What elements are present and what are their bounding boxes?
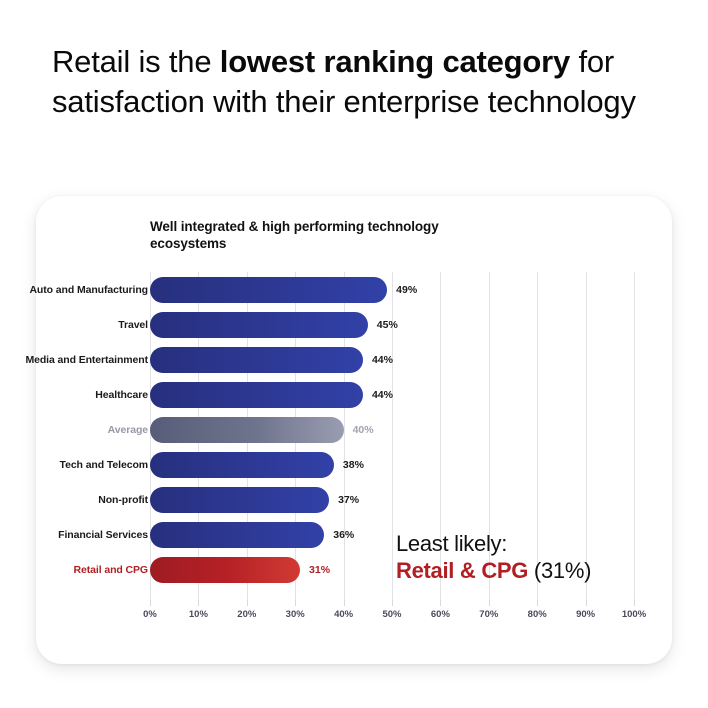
x-tick-mark	[150, 599, 151, 606]
category-label: Non-profit	[98, 493, 148, 506]
x-tick-label: 80%	[527, 609, 547, 620]
x-tick-label: 70%	[479, 609, 499, 620]
bar[interactable]	[150, 486, 330, 513]
chart-row: Media and Entertainment 44%	[25, 342, 672, 377]
gridline	[343, 272, 345, 599]
gridline	[634, 272, 635, 599]
x-tick-mark	[295, 599, 297, 606]
chart-row: Financial Services 36%	[36, 517, 672, 552]
chart-title: Well integrated & high performing techno…	[150, 219, 439, 251]
x-tick-label: 100%	[621, 609, 647, 620]
x-tick-mark	[634, 599, 635, 606]
x-tick-label: 30%	[285, 609, 305, 620]
x-tick-mark	[198, 599, 200, 606]
bar[interactable]	[150, 346, 363, 373]
x-tick-label: 20%	[237, 609, 257, 620]
chart-row: Healthcare 44%	[36, 377, 672, 412]
category-label: Average	[107, 423, 148, 436]
headline-emphasis: lowest ranking category	[219, 44, 571, 79]
bar-track: 38%	[150, 451, 634, 478]
x-tick-label: 90%	[576, 609, 596, 620]
bar-value-label: 45%	[376, 318, 398, 331]
bar-track: 40%	[150, 416, 634, 443]
bar[interactable]	[150, 451, 334, 478]
chart-plot-area: Auto and Manufacturing 49% Travel 45% Media …	[25, 196, 672, 664]
page-headline: Retail is the lowest ranking category fo…	[52, 42, 652, 122]
bar-value-label: 49%	[396, 283, 418, 296]
bar-value-label: 44%	[371, 388, 393, 401]
gridline	[585, 272, 587, 599]
x-tick-mark	[537, 599, 539, 606]
x-tick-label: 60%	[430, 609, 450, 620]
callout-line-1: Least likely:	[396, 531, 508, 556]
bar-track: 45%	[150, 311, 634, 338]
category-label: Travel	[118, 318, 148, 331]
gridline	[440, 272, 442, 599]
bar-track: 36%	[150, 521, 634, 548]
bar[interactable]	[150, 416, 344, 443]
category-label: Auto and Manufacturing	[29, 283, 148, 296]
bar[interactable]	[150, 556, 301, 583]
gridline	[488, 272, 490, 599]
bar-value-label: 37%	[338, 493, 360, 506]
bar[interactable]	[150, 521, 325, 548]
bar-track: 31%	[150, 556, 634, 583]
chart-bar-rows: Auto and Manufacturing 49% Travel 45% Media …	[25, 272, 672, 587]
bar-value-label: 38%	[342, 458, 364, 471]
category-label: Tech and Telecom	[59, 458, 149, 471]
category-label: Healthcare	[95, 388, 148, 401]
bar-track: 49%	[150, 276, 634, 303]
bar-value-label: 31%	[309, 563, 331, 576]
gridline	[392, 272, 393, 599]
x-tick-label: 50%	[382, 609, 402, 620]
chart-row: Auto and Manufacturing 49%	[29, 272, 672, 307]
x-tick-mark	[440, 599, 442, 606]
bar-track: 37%	[150, 486, 634, 513]
bar-value-label: 40%	[352, 423, 374, 436]
x-tick-label: 0%	[143, 609, 157, 620]
x-tick-mark	[392, 599, 393, 606]
callout-category-name: Retail & CPG	[396, 558, 529, 583]
headline-text-part1: Retail is the	[52, 44, 220, 79]
chart-row: Tech and Telecom 38%	[36, 447, 672, 482]
bar[interactable]	[150, 276, 388, 303]
chart-card: Well integrated & high performing techno…	[25, 196, 672, 664]
bar-value-label: 36%	[333, 528, 355, 541]
x-tick-label: 40%	[334, 609, 354, 620]
bar[interactable]	[150, 381, 363, 408]
bar-value-label: 44%	[371, 353, 393, 366]
x-tick-mark	[246, 599, 248, 606]
category-label: Financial Services	[58, 528, 148, 541]
chart-row: Travel 45%	[36, 307, 672, 342]
x-tick-mark	[585, 599, 587, 606]
x-tick-mark	[488, 599, 490, 606]
callout-annotation: Least likely: Retail & CPG (31%)	[396, 530, 666, 585]
callout-value: (31%)	[528, 558, 592, 583]
bar-track: 44%	[150, 346, 634, 373]
bar[interactable]	[150, 311, 368, 338]
x-tick-mark	[343, 599, 345, 606]
chart-x-axis: 0% 10% 20% 30% 40% 50% 60% 70% 80% 90% 100%	[143, 599, 646, 625]
chart-row: Average 40%	[36, 412, 672, 447]
category-label: Retail and CPG	[73, 563, 149, 576]
bar-track: 44%	[150, 381, 634, 408]
chart-row: Retail and CPG 31%	[36, 552, 672, 587]
chart-row: Non-profit 37%	[36, 482, 672, 517]
gridline	[537, 272, 539, 599]
headline-text-part2: for satisfaction with their enterprise t…	[52, 44, 636, 119]
x-tick-label: 10%	[188, 609, 208, 620]
category-label: Media and Entertainment	[25, 353, 148, 366]
callout-line-2: Retail & CPG (31%)	[396, 557, 666, 585]
